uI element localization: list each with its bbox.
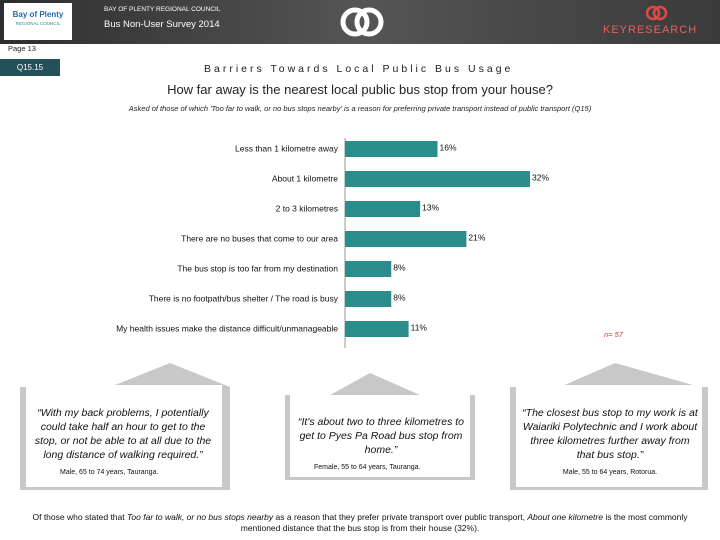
logo-ring bbox=[652, 5, 668, 21]
page-number: Page 13 bbox=[8, 44, 36, 53]
footer-text: About one kilometre bbox=[527, 512, 603, 522]
right-logo: KEYRESEARCH bbox=[603, 24, 698, 36]
footer-note: Of those who stated that Too far to walk… bbox=[20, 512, 700, 534]
value-label: 8% bbox=[393, 292, 406, 302]
value-label: 13% bbox=[422, 202, 439, 212]
chart-subtitle: Asked of those of which 'Too far to walk… bbox=[128, 104, 592, 113]
quote-text: “It's about two to three kilometres to g… bbox=[298, 416, 464, 456]
logo-text: Bay of Plenty bbox=[12, 10, 64, 19]
logo-subtext: REGIONAL COUNCIL bbox=[15, 21, 61, 26]
bar bbox=[345, 141, 438, 157]
bar bbox=[345, 231, 467, 247]
header-banner bbox=[0, 0, 720, 44]
bar bbox=[345, 261, 392, 277]
category-label: Less than 1 kilometre away bbox=[235, 143, 339, 153]
left-logo: Bay of Plenty REGIONAL COUNCIL bbox=[4, 3, 72, 40]
value-label: 11% bbox=[411, 322, 428, 332]
footer-text: Of those who stated that bbox=[32, 512, 127, 522]
survey-name: Bus Non-User Survey 2014 bbox=[104, 19, 220, 30]
category-label: 2 to 3 kilometres bbox=[276, 203, 338, 213]
bar bbox=[345, 291, 392, 307]
quote: “It's about two to three kilometres to g… bbox=[298, 415, 464, 475]
logo-ring bbox=[354, 7, 384, 37]
value-label: 32% bbox=[532, 172, 549, 182]
quote-text: “The closest bus stop to my work is at W… bbox=[522, 407, 698, 461]
callout-box bbox=[26, 385, 222, 487]
footer-text: is the most commonly mentioned distance … bbox=[240, 512, 688, 533]
bar-chart: Less than 1 kilometre away 16% About 1 kil… bbox=[116, 138, 549, 348]
right-logo-mark bbox=[646, 5, 668, 21]
slide-title: Barriers Towards Local Public Bus Usage bbox=[204, 63, 514, 75]
value-label: 21% bbox=[468, 232, 485, 242]
category-label: The bus stop is too far from my destinat… bbox=[177, 263, 338, 273]
category-label: About 1 kilometre bbox=[272, 173, 338, 183]
logo-ring bbox=[340, 7, 370, 37]
logo-ring bbox=[646, 5, 661, 21]
quote: “With my back problems, I potentially co… bbox=[30, 406, 216, 480]
value-label: 16% bbox=[440, 142, 457, 152]
sample-size: n= 57 bbox=[604, 330, 623, 339]
bar bbox=[345, 321, 409, 337]
quote-source: Male, 65 to 74 years, Tauranga. bbox=[60, 469, 159, 476]
bar bbox=[345, 201, 421, 217]
center-logo bbox=[340, 7, 384, 37]
quote-source: Male, 55 to 64 years, Rotorua. bbox=[562, 469, 658, 476]
footer-text: Too far to walk, or no bus stops nearby bbox=[127, 512, 274, 522]
chart-title: How far away is the nearest local public… bbox=[167, 82, 553, 97]
question-code: Q15.15 bbox=[0, 59, 60, 76]
callout-box bbox=[516, 385, 702, 487]
category-label: There are no buses that come to our area bbox=[181, 233, 338, 243]
callout-box bbox=[290, 395, 470, 477]
quote-text: “With my back problems, I potentially co… bbox=[34, 407, 212, 461]
category-label: There is no footpath/bus shelter / The r… bbox=[149, 293, 339, 303]
category-label: My health issues make the distance diffi… bbox=[116, 323, 338, 333]
value-label: 8% bbox=[393, 262, 406, 272]
bar bbox=[345, 171, 530, 187]
quote-callouts bbox=[20, 363, 708, 490]
org-name: BAY OF PLENTY REGIONAL COUNCIL bbox=[104, 6, 221, 13]
quote-source: Female, 55 to 64 years, Tauranga. bbox=[314, 464, 421, 471]
quote: “The closest bus stop to my work is at W… bbox=[522, 406, 698, 480]
footer-text: as a reason that they prefer private tra… bbox=[273, 512, 528, 522]
